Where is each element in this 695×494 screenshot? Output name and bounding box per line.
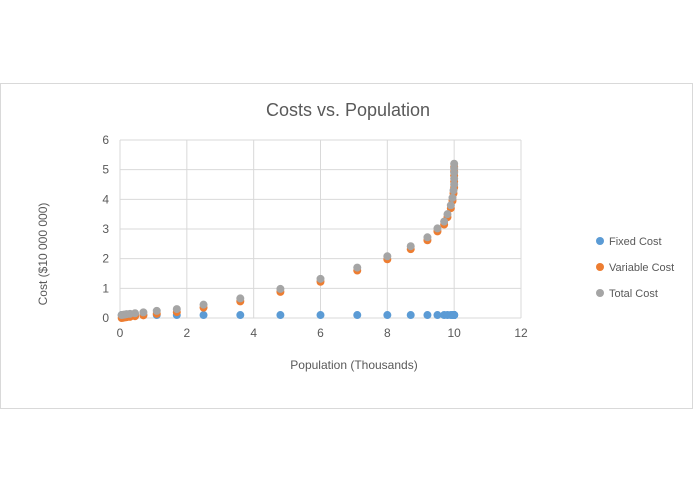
data-point [450, 180, 459, 189]
x-tick-label: 0 [117, 326, 124, 340]
data-point [449, 186, 458, 195]
chart-title: Costs vs. Population [266, 100, 430, 120]
data-point [423, 233, 432, 242]
y-tick-label: 1 [102, 281, 109, 295]
y-tick-label: 6 [102, 133, 109, 147]
data-points [117, 159, 459, 322]
legend-marker [596, 263, 604, 271]
y-tick-labels: 0 1 2 3 4 5 6 [102, 133, 109, 325]
legend-marker [596, 289, 604, 297]
x-tick-label: 8 [384, 326, 391, 340]
y-tick-label: 2 [102, 252, 109, 266]
x-axis-label: Population (Thousands) [290, 358, 417, 372]
data-point [440, 217, 449, 226]
y-axis-label: Cost ($10 000 000) [36, 203, 50, 306]
data-point [316, 311, 325, 320]
data-point [433, 224, 442, 233]
series-total-cost [117, 159, 459, 320]
data-point [236, 294, 245, 303]
data-point [353, 263, 362, 272]
y-tick-label: 0 [102, 311, 109, 325]
x-tick-label: 4 [250, 326, 257, 340]
data-point [236, 311, 245, 320]
y-tick-label: 4 [102, 192, 109, 206]
data-point [199, 311, 208, 320]
data-point [450, 174, 459, 183]
data-point [443, 210, 452, 219]
data-point [423, 311, 432, 320]
legend-label: Variable Cost [609, 262, 674, 274]
legend: Fixed Cost Variable Cost Total Cost [596, 236, 674, 300]
y-tick-label: 5 [102, 163, 109, 177]
data-point [276, 311, 285, 320]
data-point [446, 201, 455, 210]
data-point [152, 306, 161, 315]
data-point [450, 311, 459, 320]
data-point [199, 300, 208, 309]
x-tick-labels: 0 2 4 6 8 10 12 [117, 326, 528, 340]
data-point [433, 311, 442, 320]
gridlines [119, 139, 522, 319]
legend-label: Total Cost [609, 288, 658, 300]
data-point [383, 252, 392, 261]
x-tick-label: 6 [317, 326, 324, 340]
series-variable-cost [117, 162, 459, 322]
data-point [276, 284, 285, 293]
data-point [448, 193, 457, 202]
data-point [406, 242, 415, 251]
x-tick-label: 2 [183, 326, 190, 340]
data-point [131, 309, 140, 318]
data-point [406, 311, 415, 320]
legend-marker [596, 237, 604, 245]
data-point [172, 305, 181, 314]
x-tick-label: 10 [447, 326, 461, 340]
x-tick-label: 12 [514, 326, 528, 340]
data-point [139, 308, 148, 317]
y-tick-label: 3 [102, 222, 109, 236]
legend-label: Fixed Cost [609, 236, 662, 248]
data-point [316, 274, 325, 283]
data-point [353, 311, 362, 320]
data-point [450, 159, 459, 168]
data-point [383, 311, 392, 320]
